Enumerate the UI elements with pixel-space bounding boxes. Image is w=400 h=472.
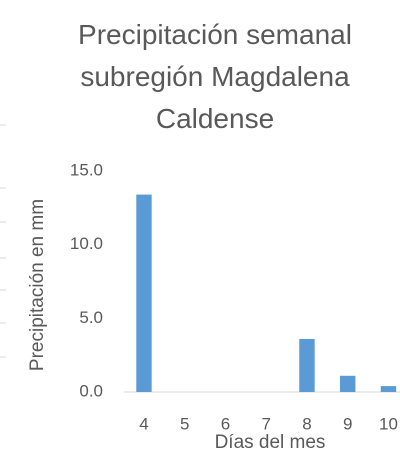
x-tick-label: 5 (180, 414, 189, 433)
x-axis-label: Días del mes (215, 432, 326, 453)
y-tick-label: 10.0 (70, 234, 103, 253)
y-tick-label: 15.0 (70, 160, 103, 179)
neighbor-chart-fragment (0, 124, 6, 358)
chart-title: Precipitación semanal subregión Magdalen… (78, 19, 352, 134)
y-tick-label: 0.0 (79, 381, 103, 400)
x-tick-label: 10 (379, 414, 398, 433)
y-axis-label: Precipitación en mm (27, 199, 48, 371)
x-tick-label: 8 (302, 414, 311, 433)
x-tick-label: 4 (139, 414, 148, 433)
x-tick-label: 6 (221, 414, 230, 433)
x-tick-label: 9 (343, 414, 352, 433)
bar (340, 375, 356, 392)
bar (380, 386, 397, 392)
y-tick-label: 5.0 (79, 308, 103, 327)
bar (299, 338, 315, 392)
x-tick-label: 7 (261, 414, 270, 433)
bar (136, 194, 152, 392)
